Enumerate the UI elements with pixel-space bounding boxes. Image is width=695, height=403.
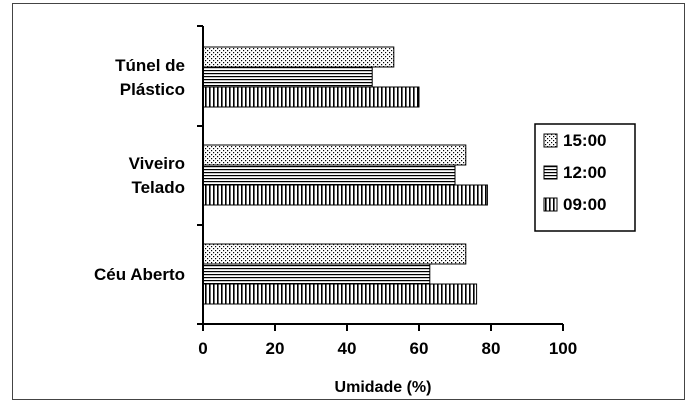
category-label-0: Túnel de Plástico	[115, 56, 185, 99]
bar-1200-0	[202, 66, 373, 88]
legend-label-2: 09:00	[563, 195, 606, 214]
x-tick-label-0: 0	[198, 339, 207, 358]
legend-swatch-2	[543, 197, 558, 212]
x-tick-label-80: 80	[482, 339, 501, 358]
bar-1200-2	[202, 263, 431, 285]
x-axis-title: Umidade (%)	[335, 379, 432, 396]
x-tick-label-100: 100	[549, 339, 577, 358]
bar-1500-2	[202, 243, 467, 265]
bar-0900-1	[202, 184, 488, 206]
x-tick-label-20: 20	[266, 339, 285, 358]
bar-0900-2	[202, 283, 478, 305]
x-tick-label-60: 60	[410, 339, 429, 358]
legend-swatch-1	[543, 165, 558, 180]
chart-frame: 0 20 40 60 80 100 Umidade (%) Túnel de Plástico V…	[12, 3, 685, 400]
category-label-2: Céu Aberto	[94, 265, 185, 284]
category-label-1: Viveiro Telado	[129, 154, 185, 197]
bar-1500-1	[202, 144, 467, 166]
legend-label-0: 15:00	[563, 131, 606, 150]
plot-area: 0 20 40 60 80 100 Umidade (%) Túnel de Plástico V…	[94, 25, 577, 396]
legend-swatch-0	[543, 133, 558, 148]
bar-chart: 0 20 40 60 80 100 Umidade (%) Túnel de Plástico V…	[94, 25, 636, 396]
bar-0900-0	[202, 86, 420, 108]
legend: 15:00 12:00 09:00	[534, 123, 636, 232]
legend-label-1: 12:00	[563, 163, 606, 182]
bar-1200-1	[202, 164, 456, 186]
x-tick-label-40: 40	[338, 339, 357, 358]
bar-1500-0	[202, 46, 395, 68]
